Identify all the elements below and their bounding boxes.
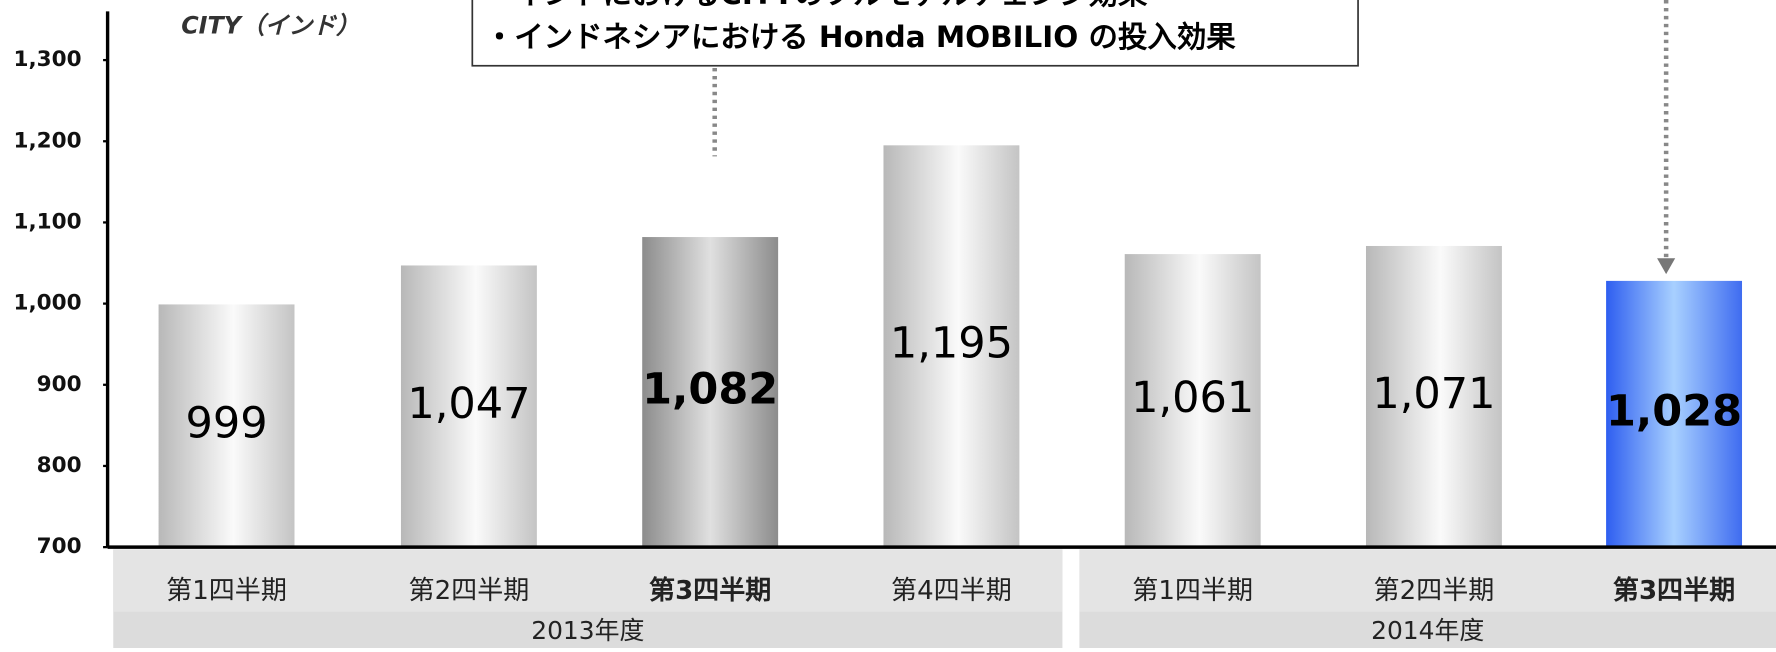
x-tick-label: 第2四半期 [1374,576,1495,606]
value-label: 1,061 [1131,373,1254,423]
value-label: 1,195 [890,319,1013,369]
subtitle: CITY（インド） [181,12,360,40]
y-tick-label: 700 [37,534,82,559]
y-tick-label: 1,200 [13,128,81,153]
y-tick-label: 1,000 [13,291,81,316]
y-tick-label: 900 [37,372,82,397]
y-tick-label: 1,100 [13,209,81,234]
category-band-upper [113,549,1063,612]
group-label: 2014年度 [1371,616,1484,645]
value-label: 1,047 [407,379,530,429]
bar [1365,245,1502,548]
value-label: 1,071 [1372,369,1495,419]
x-tick-label: 第1四半期 [166,576,287,606]
value-label: 999 [185,398,267,448]
annotation: ・インドネシアにおける Honda MOBILIO の投入効果 [485,20,1237,54]
x-tick-label: 第4四半期 [891,576,1012,606]
x-tick-label: 第1四半期 [1132,576,1253,606]
bar [1124,254,1261,548]
x-tick-label: 第2四半期 [409,576,530,606]
category-band-upper [1079,549,1776,612]
value-label: 1,082 [642,365,778,415]
arrow-head [1657,258,1676,275]
bar [642,237,779,548]
x-tick-label: 第3四半期 [1613,575,1735,606]
value-label: 1,028 [1606,387,1742,437]
x-tick-label: 第3四半期 [649,575,771,606]
y-tick-label: 1,300 [13,47,81,72]
annotation: ・インドにおけるCITYのフルモデルチェンジ効果 [485,0,1148,11]
annotation-box [471,0,1359,67]
group-label: 2013年度 [531,616,644,645]
bar [400,265,537,548]
bar [1606,280,1743,548]
bar [883,145,1020,548]
y-tick-label: 800 [37,453,82,478]
bar [158,304,295,548]
